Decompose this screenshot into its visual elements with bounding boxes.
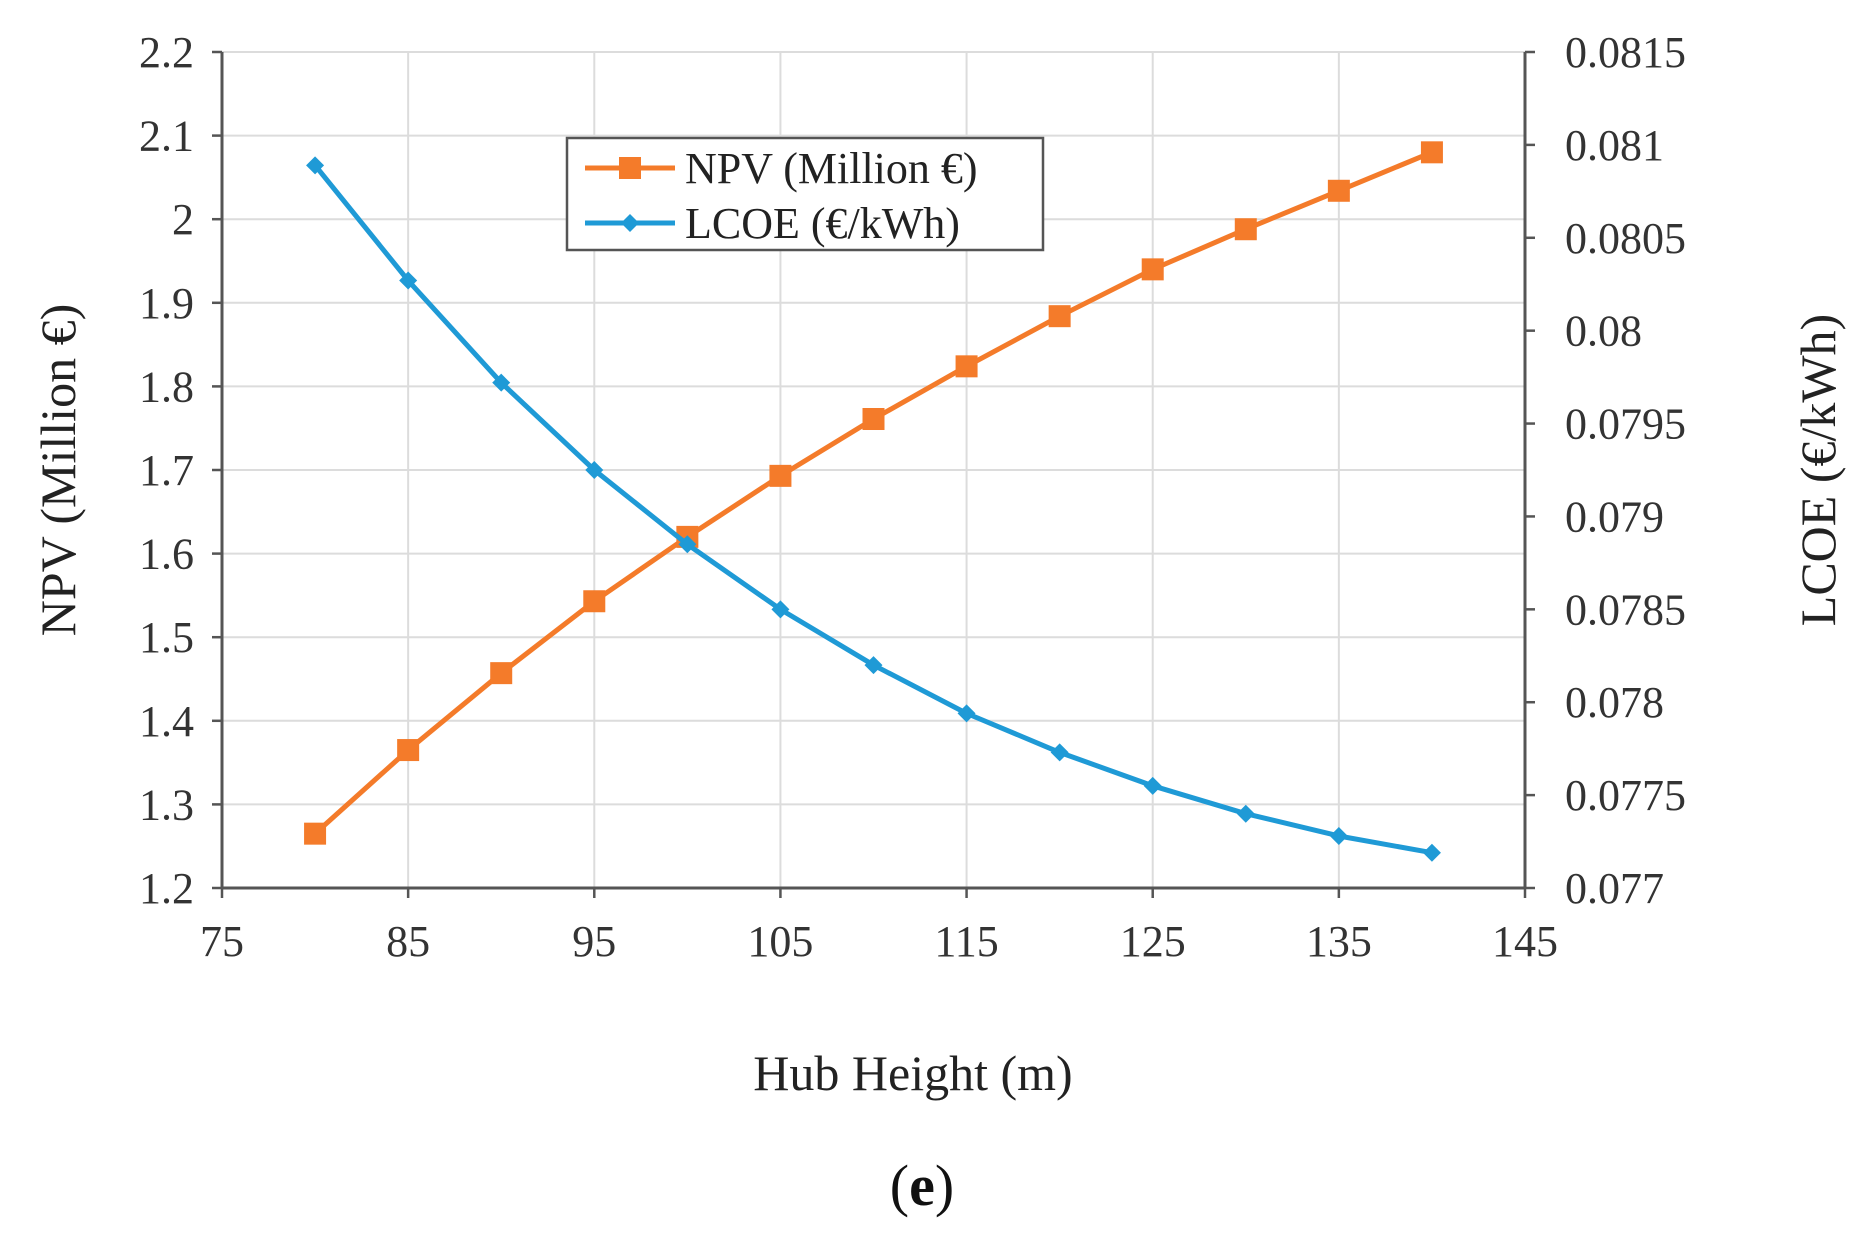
npv-point bbox=[769, 464, 792, 487]
series-lcoe bbox=[306, 156, 1441, 862]
npv-point bbox=[490, 662, 513, 685]
y2-tick-label: 0.081 bbox=[1565, 121, 1664, 170]
lcoe-point bbox=[585, 461, 604, 479]
y2-axis-ticks: 0.077 0.0775 0.078 0.0785 0.079 0.0795 0.08 0.0… bbox=[1525, 28, 1686, 913]
y-tick-label: 1.6 bbox=[139, 530, 194, 579]
y2-axis-label: LCOE (€/kWh) bbox=[1790, 314, 1846, 626]
x-tick-label: 115 bbox=[934, 917, 998, 966]
lcoe-point bbox=[1422, 843, 1441, 862]
x-tick-label: 75 bbox=[200, 917, 244, 966]
series-layer bbox=[304, 141, 1443, 862]
caption-close-paren: ) bbox=[935, 1153, 954, 1218]
caption-letter: e bbox=[909, 1153, 935, 1218]
x-tick-label: 95 bbox=[572, 917, 616, 966]
legend-label-npv: NPV (Million €) bbox=[685, 144, 978, 193]
y-axis-label: NPV (Million €) bbox=[30, 304, 86, 636]
legend-label-lcoe: LCOE (€/kWh) bbox=[685, 199, 960, 248]
y-tick-label: 1.9 bbox=[139, 279, 194, 328]
lcoe-point bbox=[306, 156, 325, 175]
y-tick-label: 1.8 bbox=[139, 362, 194, 411]
legend-box bbox=[565, 136, 1045, 252]
y2-tick-label: 0.0775 bbox=[1565, 771, 1686, 820]
x-axis-ticks: 75 85 95 105 115 125 135 145 bbox=[200, 888, 1558, 966]
caption-open-paren: ( bbox=[890, 1153, 909, 1218]
npv-point bbox=[304, 822, 327, 845]
lcoe-point bbox=[678, 535, 697, 554]
x-tick-label: 125 bbox=[1120, 917, 1186, 966]
y2-tick-label: 0.0795 bbox=[1565, 400, 1686, 449]
x-axis-label: Hub Height (m) bbox=[753, 1045, 1072, 1101]
npv-point bbox=[1420, 141, 1443, 164]
npv-point bbox=[1048, 305, 1071, 328]
figure-caption: (e) bbox=[890, 1153, 954, 1218]
y-tick-label: 2 bbox=[172, 195, 194, 244]
npv-point bbox=[955, 355, 978, 378]
x-tick-label: 135 bbox=[1306, 917, 1372, 966]
npv-point bbox=[1141, 258, 1164, 281]
y2-tick-label: 0.077 bbox=[1565, 864, 1664, 913]
lcoe-point bbox=[492, 373, 511, 392]
npv-line bbox=[313, 150, 1433, 836]
y-tick-label: 2.2 bbox=[139, 28, 194, 77]
y2-tick-label: 0.078 bbox=[1565, 678, 1664, 727]
y2-tick-label: 0.08 bbox=[1565, 307, 1642, 356]
y2-tick-label: 0.079 bbox=[1565, 492, 1664, 541]
y2-tick-label: 0.0805 bbox=[1565, 214, 1686, 263]
y-axis-ticks: 1.2 1.3 1.4 1.5 1.6 1.7 1.8 1.9 2 2.1 2.2 bbox=[139, 28, 222, 913]
lcoe-point bbox=[1050, 743, 1069, 762]
lcoe-line bbox=[313, 163, 1433, 856]
y-tick-label: 1.4 bbox=[139, 697, 194, 746]
npv-point bbox=[1234, 218, 1257, 241]
lcoe-point bbox=[957, 704, 976, 723]
y-tick-label: 1.7 bbox=[139, 446, 194, 495]
npv-point bbox=[583, 590, 606, 613]
lcoe-point bbox=[399, 271, 418, 290]
y-tick-label: 1.5 bbox=[139, 613, 194, 662]
x-tick-label: 105 bbox=[747, 917, 813, 966]
npv-point bbox=[862, 408, 885, 431]
lcoe-point bbox=[1236, 804, 1255, 823]
y2-tick-label: 0.0815 bbox=[1565, 28, 1686, 77]
lcoe-point bbox=[1329, 826, 1348, 845]
npv-point bbox=[1327, 179, 1350, 202]
y2-tick-label: 0.0785 bbox=[1565, 585, 1686, 634]
y-tick-label: 1.3 bbox=[139, 780, 194, 829]
legend-swatch-npv-marker bbox=[619, 157, 641, 179]
legend: NPV (Million €) LCOE (€/kWh) bbox=[565, 136, 1045, 252]
legend-swatch-lcoe-marker bbox=[621, 214, 639, 232]
lcoe-point bbox=[771, 600, 790, 619]
y-tick-label: 1.2 bbox=[139, 864, 194, 913]
npv-point bbox=[397, 739, 420, 762]
x-tick-label: 85 bbox=[386, 917, 430, 966]
x-tick-label: 145 bbox=[1492, 917, 1558, 966]
lcoe-point bbox=[864, 656, 883, 675]
y-tick-label: 2.1 bbox=[139, 112, 194, 161]
lcoe-point bbox=[1143, 776, 1162, 795]
